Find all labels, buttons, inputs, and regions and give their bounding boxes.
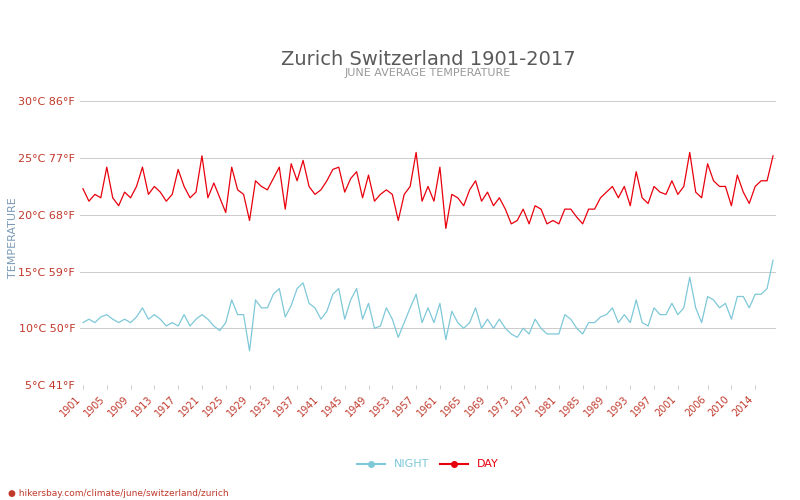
- Y-axis label: TEMPERATURE: TEMPERATURE: [7, 197, 18, 278]
- Title: Zurich Switzerland 1901-2017: Zurich Switzerland 1901-2017: [281, 50, 575, 69]
- Text: JUNE AVERAGE TEMPERATURE: JUNE AVERAGE TEMPERATURE: [345, 68, 511, 78]
- Legend: NIGHT, DAY: NIGHT, DAY: [353, 455, 503, 474]
- Text: ● hikersbay.com/climate/june/switzerland/zurich: ● hikersbay.com/climate/june/switzerland…: [8, 488, 229, 498]
